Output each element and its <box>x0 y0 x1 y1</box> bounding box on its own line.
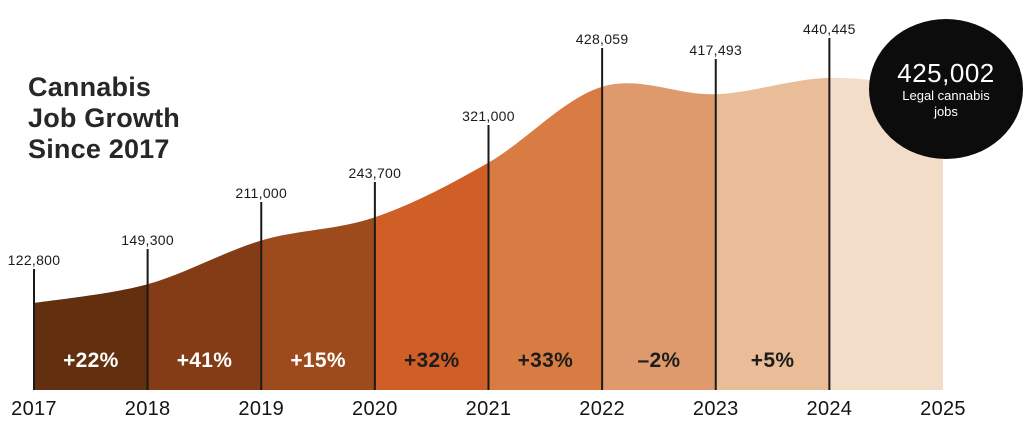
area-segment-2017-2018 <box>34 77 149 390</box>
pct-change-label-2020-2021: +32% <box>403 349 460 372</box>
pct-change-label-2018-2019: +41% <box>176 349 233 372</box>
chart-title-line-3: Since 2017 <box>28 134 170 164</box>
value-label-2020: 243,700 <box>348 165 402 181</box>
area-segment-2022-2023 <box>602 77 717 390</box>
badge-value: 425,002 <box>897 58 995 88</box>
year-label-2018: 2018 <box>124 398 171 420</box>
badge-caption-line-2: jobs <box>934 104 958 119</box>
area-segment-2021-2022 <box>488 77 604 390</box>
value-label-2023: 417,493 <box>689 42 743 58</box>
year-label-2024: 2024 <box>806 398 853 420</box>
year-label-2023: 2023 <box>692 398 739 420</box>
area-segment-2023-2024 <box>715 77 831 390</box>
year-label-2022: 2022 <box>579 398 625 420</box>
pct-change-label-2023-2024: +5% <box>750 349 795 372</box>
year-label-2021: 2021 <box>465 398 512 420</box>
year-label-2017: 2017 <box>11 398 57 420</box>
value-label-2024: 440,445 <box>803 21 856 37</box>
value-label-2017: 122,800 <box>7 252 61 268</box>
year-label-2019: 2019 <box>238 398 285 420</box>
chart-title: Cannabis Job Growth Since 2017 <box>28 72 180 165</box>
chart-title-line-2: Job Growth <box>28 103 180 133</box>
year-label-2020: 2020 <box>352 398 398 420</box>
area-segment-2019-2020 <box>261 77 376 390</box>
badge-caption-line-1: Legal cannabis <box>902 88 990 103</box>
area-segment-2018-2019 <box>147 77 263 390</box>
value-label-2021: 321,000 <box>462 108 515 124</box>
year-label-2025: 2025 <box>920 398 966 420</box>
pct-change-label-2017-2018: +22% <box>63 349 119 372</box>
value-label-2022: 428,059 <box>575 31 629 47</box>
chart-title-line-1: Cannabis <box>28 72 152 102</box>
jobs-total-badge: 425,002 Legal cannabis jobs <box>869 19 1023 159</box>
area-segment-2020-2021 <box>374 77 490 390</box>
pct-change-label-2022-2023: –2% <box>637 349 681 372</box>
value-label-2018: 149,300 <box>121 232 174 248</box>
pct-change-label-2019-2020: +15% <box>290 349 346 372</box>
pct-change-label-2021-2022: +33% <box>517 349 574 372</box>
value-label-2019: 211,000 <box>235 185 288 201</box>
